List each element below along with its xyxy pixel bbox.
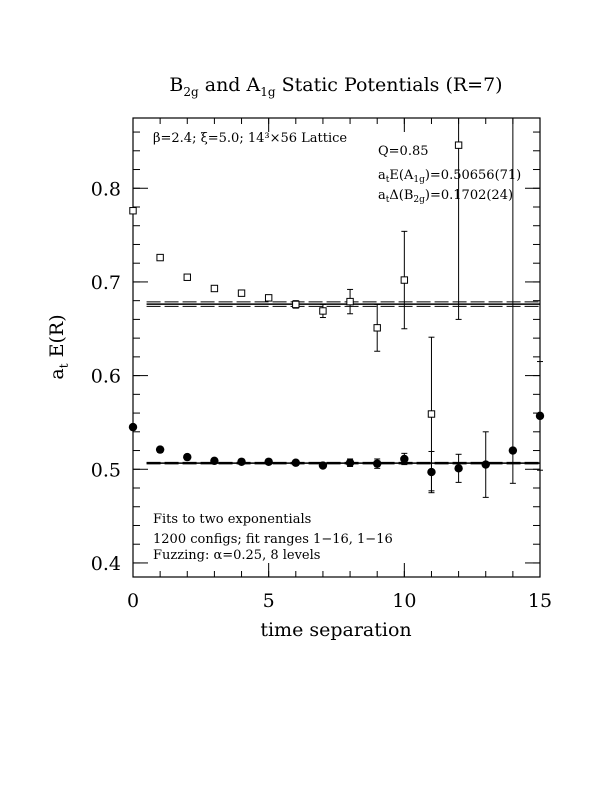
point-square [210, 284, 219, 293]
y-tick-label: 0.4 [91, 553, 121, 575]
point-circle [210, 456, 219, 466]
point-circle [264, 457, 273, 466]
point-circle [128, 422, 138, 432]
y-tick-label: 0.8 [91, 178, 121, 200]
title-b-sub: 2g [183, 85, 199, 99]
point-square [183, 273, 191, 281]
point-circle [508, 446, 518, 455]
point-circle [481, 460, 490, 469]
fit-annotation-3: Fuzzing: α=0.25, 8 levels [153, 548, 320, 563]
point-circle [345, 458, 355, 467]
point-circle [373, 459, 382, 468]
point-square [454, 141, 463, 149]
data-points [128, 117, 545, 498]
energy-post: )=0.50656(71) [425, 168, 521, 183]
gap-mid: Δ(B [389, 188, 413, 203]
title-tail: Static Potentials (R=7) [276, 74, 503, 96]
gap-pre: a [378, 188, 386, 203]
gap-mid-sub: 2g [413, 195, 425, 205]
fit-annotation-2: 1200 configs; fit ranges 1−16, 1−16 [153, 532, 393, 547]
y-axis-label: at E(R) [46, 314, 71, 379]
ylabel-rest: E(R) [46, 314, 68, 363]
point-circle [291, 458, 300, 467]
point-square [237, 289, 246, 297]
point-square [156, 253, 164, 262]
y-tick-label: 0.6 [91, 366, 121, 388]
gap-pre-sub: t [386, 195, 390, 205]
point-square [400, 276, 409, 284]
fit-bands [146, 301, 540, 465]
point-circle [237, 457, 246, 466]
x-tick-label: 10 [392, 590, 416, 612]
point-circle [318, 461, 328, 470]
energy-pre-sub: t [386, 175, 390, 185]
ylabel-sub: t [57, 363, 71, 368]
point-square [427, 410, 436, 418]
chart-title: B2g and A1g Static Potentials (R=7) [169, 74, 502, 99]
q-annotation: Q=0.85 [378, 144, 429, 159]
title-a-sub: 1g [260, 85, 276, 99]
point-circle [427, 467, 436, 477]
ylabel-main: a [46, 368, 68, 379]
energy-pre: a [378, 168, 386, 183]
lattice-annotation: β=2.4; ξ=5.0; 14³×56 Lattice [153, 131, 347, 146]
fit-annotation-1: Fits to two exponentials [153, 512, 311, 527]
point-circle [454, 464, 463, 473]
axis-ticks: 0 5 10 15 0.4 0.5 0.6 0.7 0.8 [91, 118, 552, 612]
point-square [264, 294, 273, 302]
energy-mid: E(A [389, 168, 414, 183]
point-square [319, 307, 327, 315]
point-square [129, 207, 137, 215]
point-circle [155, 445, 165, 454]
plot-frame [132, 117, 541, 578]
x-tick-label: 0 [127, 590, 139, 612]
point-square [346, 297, 354, 306]
energy-mid-sub: 1g [413, 175, 425, 185]
energy-annotation: atE(A1g)=0.50656(71) [378, 168, 521, 185]
x-tick-label: 15 [528, 590, 552, 612]
point-square [292, 300, 300, 309]
x-tick-label: 5 [263, 590, 275, 612]
y-tick-label: 0.7 [91, 272, 121, 294]
gap-post: )=0.1702(24) [425, 188, 513, 203]
y-tick-label: 0.5 [91, 459, 121, 481]
point-circle [400, 454, 409, 464]
point-circle [535, 411, 545, 421]
title-mid: and A [199, 74, 261, 96]
title-b: B [169, 74, 183, 96]
point-circle [183, 452, 192, 462]
point-square [373, 324, 381, 332]
gap-annotation: atΔ(B2g)=0.1702(24) [378, 188, 513, 205]
x-axis-label: time separation [260, 619, 411, 641]
